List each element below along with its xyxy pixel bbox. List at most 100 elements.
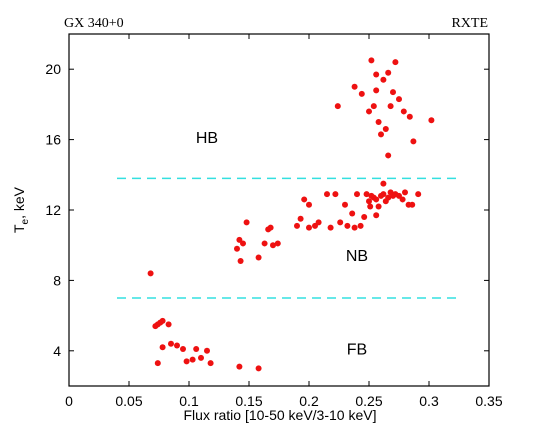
data-point bbox=[301, 196, 308, 203]
data-point bbox=[267, 224, 274, 231]
y-tick-label: 4 bbox=[53, 343, 61, 359]
data-point bbox=[366, 108, 372, 115]
data-point bbox=[261, 240, 268, 247]
x-tick-label: 0.25 bbox=[355, 393, 382, 409]
data-point bbox=[385, 152, 392, 159]
data-point bbox=[334, 103, 341, 110]
data-point bbox=[270, 242, 276, 249]
data-point bbox=[159, 317, 166, 324]
x-tick-label: 0 bbox=[65, 393, 73, 409]
data-point bbox=[390, 89, 396, 96]
x-axis-label: Flux ratio [10-50 keV/3-10 keV] bbox=[184, 407, 377, 423]
data-point bbox=[274, 240, 281, 247]
data-point bbox=[154, 360, 161, 367]
data-point bbox=[306, 201, 312, 208]
y-tick-label: 16 bbox=[45, 132, 61, 148]
y-tick-label: 20 bbox=[45, 61, 61, 77]
data-point bbox=[351, 224, 358, 231]
data-point bbox=[373, 87, 380, 94]
data-point bbox=[189, 356, 196, 363]
data-point bbox=[367, 203, 374, 210]
data-point bbox=[204, 347, 210, 354]
data-point bbox=[373, 71, 380, 78]
data-point bbox=[342, 201, 348, 208]
data-point bbox=[240, 240, 246, 247]
data-point bbox=[363, 191, 370, 198]
data-point bbox=[392, 59, 399, 66]
threshold-lines bbox=[117, 177, 459, 299]
data-point bbox=[378, 131, 384, 138]
data-point bbox=[349, 210, 356, 217]
data-point bbox=[344, 222, 351, 229]
data-point bbox=[402, 189, 408, 196]
y-tick-label: 12 bbox=[45, 202, 61, 218]
x-tick-label: 0.2 bbox=[299, 393, 319, 409]
data-point bbox=[234, 245, 240, 252]
data-point bbox=[387, 103, 394, 110]
plot-frame bbox=[68, 33, 490, 387]
data-point bbox=[368, 57, 375, 64]
data-point bbox=[332, 191, 339, 198]
data-point bbox=[315, 219, 322, 226]
x-axis-ticks: 0 0.05 0.1 0.15 0.2 0.25 0.3 0.35 bbox=[65, 34, 503, 409]
region-label: FB bbox=[347, 341, 367, 358]
data-point bbox=[180, 346, 186, 353]
data-point bbox=[357, 222, 364, 229]
region-label: NB bbox=[346, 248, 368, 265]
region-label: HB bbox=[196, 130, 218, 147]
data-point bbox=[198, 354, 204, 361]
data-point bbox=[147, 270, 154, 277]
data-point bbox=[236, 363, 243, 370]
data-point bbox=[385, 194, 392, 201]
x-tick-label: 0.05 bbox=[115, 393, 142, 409]
data-point bbox=[375, 119, 382, 125]
x-tick-label: 0.35 bbox=[475, 393, 502, 409]
data-point bbox=[380, 76, 387, 83]
data-point bbox=[385, 69, 392, 76]
header-instrument-name: RXTE bbox=[451, 16, 488, 31]
data-point bbox=[297, 215, 304, 222]
data-point bbox=[406, 113, 413, 120]
data-point bbox=[159, 344, 166, 351]
data-point bbox=[237, 258, 244, 265]
data-point bbox=[396, 96, 402, 103]
data-point bbox=[380, 191, 387, 198]
data-point bbox=[375, 203, 382, 210]
data-point bbox=[366, 198, 372, 205]
data-point bbox=[337, 219, 344, 226]
data-point bbox=[370, 103, 377, 110]
x-tick-label: 0.15 bbox=[235, 393, 262, 409]
data-point bbox=[306, 224, 312, 231]
y-axis-label-main: T bbox=[11, 224, 27, 233]
y-tick-label: 8 bbox=[53, 272, 61, 288]
region-labels: HB NB FB bbox=[196, 130, 368, 358]
data-point bbox=[327, 224, 334, 231]
data-point bbox=[400, 108, 407, 115]
data-point bbox=[351, 83, 358, 90]
data-point bbox=[294, 222, 300, 229]
data-point bbox=[373, 196, 380, 203]
x-tick-label: 0.3 bbox=[419, 393, 439, 409]
data-point bbox=[415, 191, 422, 198]
data-point bbox=[168, 340, 174, 347]
data-point bbox=[255, 254, 262, 261]
data-point bbox=[354, 191, 360, 198]
data-point bbox=[183, 358, 190, 365]
data-point bbox=[373, 212, 380, 219]
data-point bbox=[165, 321, 172, 328]
data-point bbox=[428, 117, 435, 124]
data-point bbox=[193, 346, 200, 353]
data-point bbox=[410, 138, 417, 145]
data-point bbox=[361, 214, 368, 221]
y-axis-label: Te, keV bbox=[11, 186, 31, 233]
header-source-name: GX 340+0 bbox=[64, 16, 124, 31]
data-point bbox=[380, 180, 387, 187]
data-point bbox=[358, 90, 365, 97]
data-point bbox=[243, 219, 250, 226]
y-axis-label-subscript: e bbox=[20, 218, 31, 224]
data-point bbox=[324, 191, 330, 198]
x-tick-label: 0.1 bbox=[179, 393, 199, 409]
data-points bbox=[147, 57, 435, 372]
data-point bbox=[409, 201, 416, 208]
